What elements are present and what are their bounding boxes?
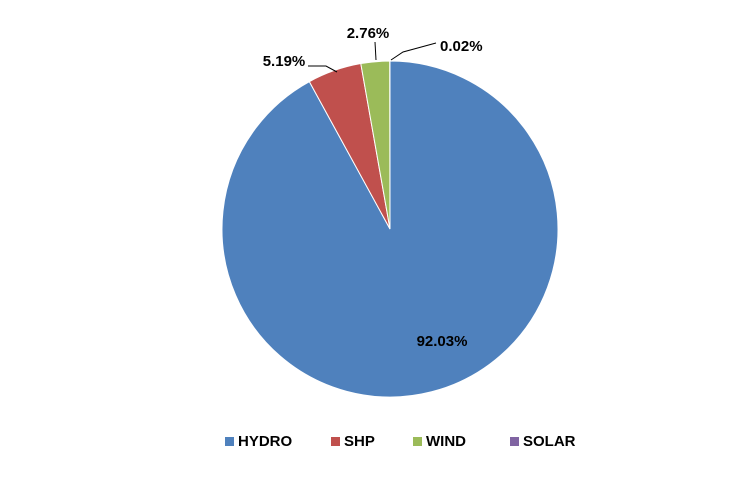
data-label-wind: 2.76% (347, 25, 390, 42)
legend-swatch-shp (331, 437, 340, 446)
data-label-solar: 0.02% (440, 38, 483, 55)
legend-item-wind: WIND (413, 433, 466, 450)
data-label-hydro: 92.03% (417, 333, 468, 350)
legend-label-wind: WIND (426, 433, 466, 450)
legend-label-hydro: HYDRO (238, 433, 293, 450)
legend-swatch-hydro (225, 437, 234, 446)
legend-item-shp: SHP (331, 433, 375, 450)
legend-item-hydro: HYDRO (225, 433, 293, 450)
legend-swatch-solar (510, 437, 519, 446)
pie-slices (221, 60, 559, 398)
data-labels: 92.03% 5.19% 2.76% 0.02% (263, 25, 483, 350)
legend-swatch-wind (413, 437, 422, 446)
leader-line-wind (374, 41, 377, 61)
leader-line-shp (308, 65, 338, 73)
data-label-shp: 5.19% (263, 53, 306, 70)
legend: HYDRO SHP WIND SOLAR (225, 433, 576, 450)
legend-label-shp: SHP (344, 433, 375, 450)
legend-item-solar: SOLAR (510, 433, 576, 450)
leader-line-solar (390, 42, 437, 61)
leader-lines (308, 41, 437, 73)
legend-label-solar: SOLAR (523, 433, 576, 450)
